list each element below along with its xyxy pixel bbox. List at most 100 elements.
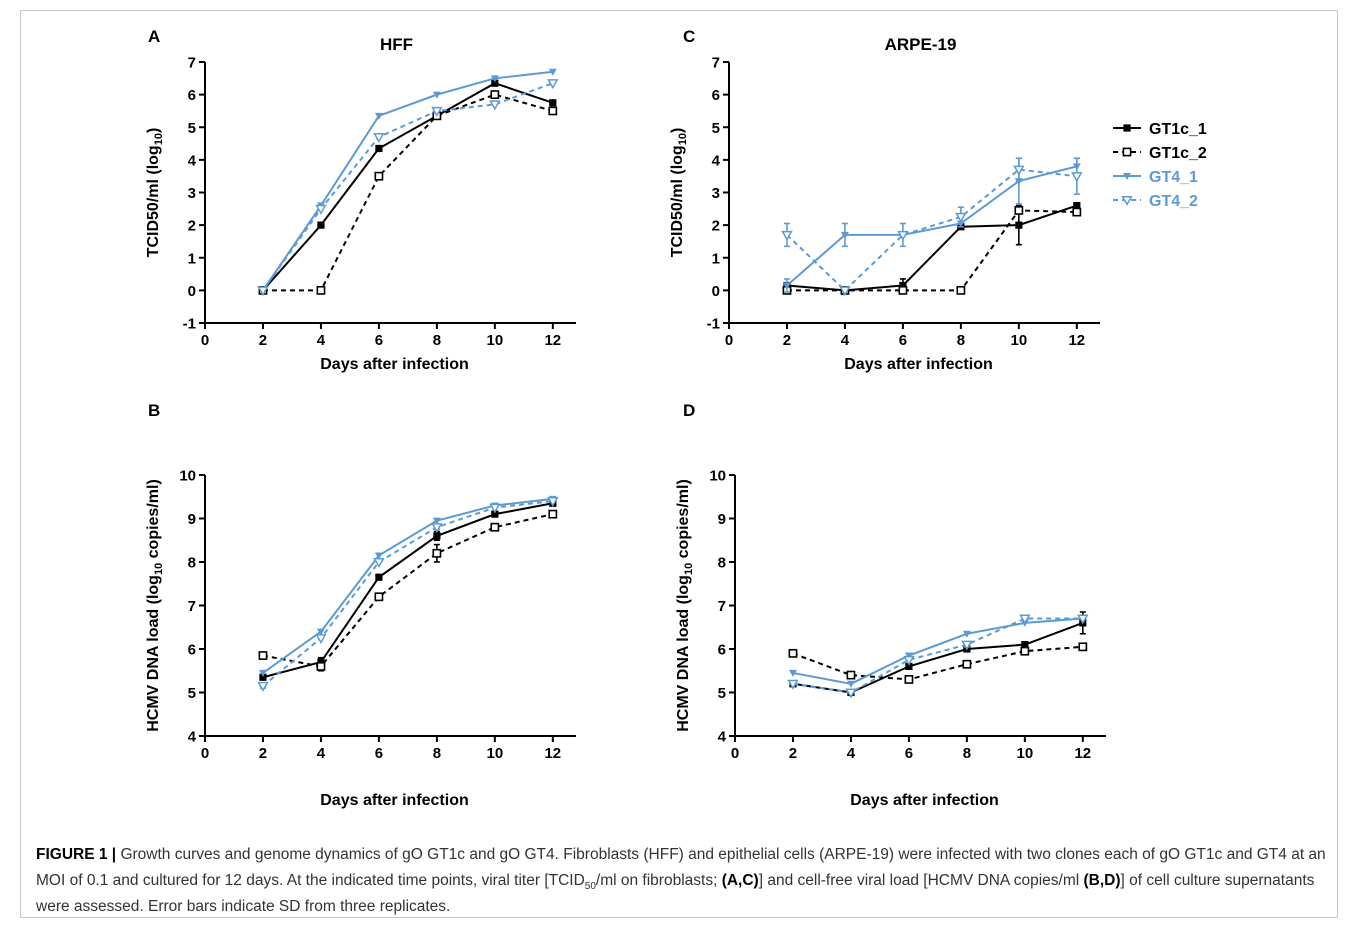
series-gt1c-1 [789,611,1087,697]
y-axis-label-main: TCID50/ml (log [145,145,162,257]
series-gt1c-1 [783,201,1081,294]
data-point [903,655,915,666]
series-gt1c-1 [259,499,557,681]
data-point [1020,646,1030,656]
x-tick-label: 6 [375,745,383,762]
y-axis-label: TCID50/ml (log10) [669,128,689,258]
data-point [956,285,966,295]
y-tick-label: 5 [188,120,196,137]
panel-d: D 4 5 6 7 8 9 10 0 2 4 6 8 10 12 Days after infection HC… [675,401,1106,809]
panel-b: B 4 5 6 7 8 9 10 0 2 4 6 8 10 12 Days after infection HC… [145,401,576,809]
y-axis-label-sub: 10 [153,133,165,145]
panel-letter: A [148,27,160,46]
y-axis-label-sub: 10 [153,563,165,575]
data-point [259,673,267,681]
data-point [374,171,384,181]
x-tick-label: 12 [544,332,561,349]
data-point [962,630,971,638]
panel-title: ARPE-19 [885,35,957,54]
y-tick-label: 4 [718,729,727,746]
series-line [262,497,553,674]
data-point [491,79,499,87]
x-tick-label: 4 [841,332,850,349]
panel-letter: D [683,401,695,420]
series-gt4-1 [258,68,557,295]
data-point [788,669,797,677]
x-tick-label: 0 [201,745,209,762]
legend-entry-label: GT4_1 [1149,169,1198,186]
series-gt4-2 [781,157,1083,297]
x-tick-label: 12 [1074,745,1091,762]
data-point [316,285,326,295]
x-tick-label: 12 [1068,332,1085,349]
x-axis-label: Days after infection [320,356,468,373]
figure-caption: FIGURE 1 | Growth curves and genome dyna… [36,842,1326,920]
y-axis-label-sub: 10 [683,563,695,575]
data-point [547,497,559,508]
caption-ref-2: (B,D) [1083,872,1121,889]
data-point [373,132,385,143]
data-point [490,90,500,100]
x-axis-label: Days after infection [850,792,998,809]
y-tick-label: 2 [188,218,196,235]
data-point [548,106,558,116]
y-axis-label-main: HCMV DNA load (log [145,575,162,732]
data-point [490,522,500,532]
y-axis-label: HCMV DNA load (log10 copies/ml) [145,479,165,732]
y-tick-label: 6 [188,87,196,104]
x-tick-label: 10 [1011,332,1028,349]
data-point [1072,207,1082,217]
y-tick-label: 9 [718,511,726,528]
y-tick-label: 8 [718,555,726,572]
data-point [316,628,325,636]
data-point [961,640,973,651]
x-tick-label: 0 [725,332,733,349]
y-tick-label: 4 [188,152,197,169]
y-axis-label-end: ) [669,128,686,133]
y-tick-label: 6 [718,642,726,659]
y-tick-label: 5 [188,685,196,702]
x-tick-label: 12 [544,745,561,762]
x-tick-label: 8 [433,332,441,349]
y-tick-label: 5 [718,685,726,702]
series-gt1c-1 [259,79,557,294]
series-line [262,500,553,687]
legend-entry-label: GT1c_1 [1149,121,1207,138]
series-line [786,168,1077,292]
x-tick-label: 2 [783,332,791,349]
data-point [845,688,857,699]
x-tick-label: 0 [731,745,739,762]
caption-label: FIGURE 1 | [36,846,117,863]
series-gt4-2 [787,614,1089,699]
data-point [257,681,269,692]
data-point [549,99,557,107]
legend: GT1c_1 GT1c_2 GT4_1 GT4_2 [1113,121,1207,210]
series-line [262,93,554,292]
y-tick-label: -1 [183,316,196,333]
data-point [962,659,972,669]
x-tick-label: 0 [201,332,209,349]
data-point [432,517,441,525]
caption-text-4: ] of cell culture supernatants were asse… [36,872,1315,915]
data-point [547,79,559,90]
data-point [1013,165,1025,176]
y-tick-label: 7 [188,598,196,615]
caption-sub-1: 50 [584,881,596,893]
data-point [1015,221,1023,229]
x-tick-label: 4 [847,745,856,762]
series-line [262,82,554,292]
series-gt1c-2 [258,90,558,295]
data-point [315,204,327,215]
x-tick-label: 2 [259,745,267,762]
caption-ref-1: (A,C) [721,872,759,889]
data-point [782,282,791,290]
data-point [1077,614,1089,625]
data-point [432,548,442,558]
data-point [317,221,325,229]
y-axis-label-main: HCMV DNA load (log [675,575,692,732]
y-tick-label: 8 [188,555,196,572]
data-point [548,68,557,76]
data-point [905,662,913,670]
data-point [840,231,849,239]
